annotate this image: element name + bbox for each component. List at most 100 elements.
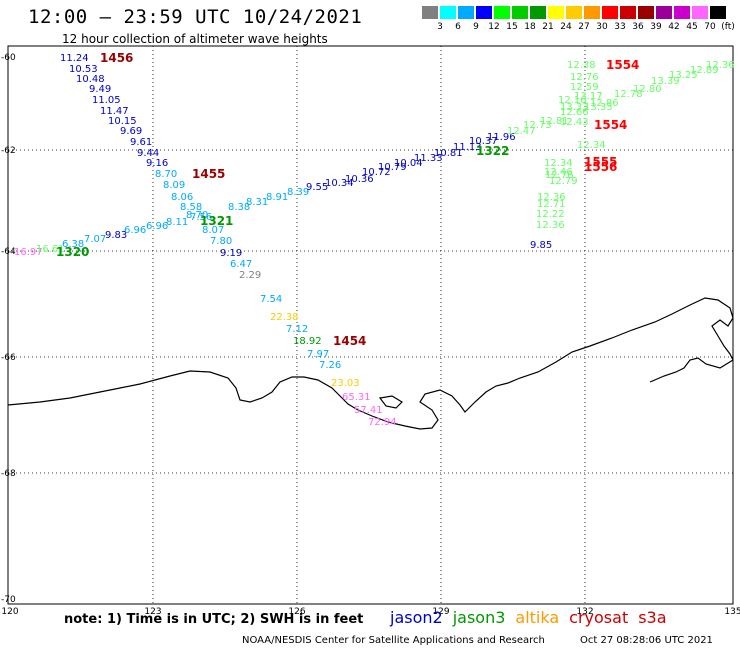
grid-lines	[8, 46, 733, 604]
wave-height-label: 10.15	[108, 116, 137, 127]
generation-date: Oct 27 08:28:06 UTC 2021	[580, 635, 713, 646]
wave-height-label: 12.89	[690, 65, 719, 76]
scale-swatch	[440, 6, 456, 19]
wave-height-label: 12.16	[558, 95, 587, 106]
wave-height-label: 12.76	[570, 72, 599, 83]
wave-height-label: 13.17	[574, 91, 603, 102]
wave-height-label: 12.36	[706, 60, 735, 71]
pass-time-label: 1321	[200, 214, 233, 228]
wave-height-label: 9.44	[137, 148, 159, 159]
wave-height-label: 7.54	[260, 294, 282, 305]
x-tick-label: 120	[1, 607, 18, 617]
wave-height-label: 6.47	[230, 259, 252, 270]
wave-height-label: 12.79	[549, 176, 578, 187]
wave-height-label: 8.11	[166, 217, 188, 228]
pass-time-label: 1456	[100, 51, 133, 65]
wave-height-label: 8.31	[246, 197, 268, 208]
wave-height-label: 12.47	[507, 126, 536, 137]
wave-height-label: 7.97	[307, 349, 329, 360]
wave-height-label: 8.70	[186, 210, 208, 221]
pass-time-label: 1555	[584, 155, 617, 169]
wave-height-label: 12.34	[577, 140, 606, 151]
wave-height-label: 9.49	[89, 84, 111, 95]
scale-swatch	[620, 6, 636, 19]
scale-tick-label: 33	[614, 22, 626, 32]
y-tick-label: -64	[1, 247, 16, 257]
scale-swatch	[692, 6, 708, 19]
scale-tick-label: 6	[455, 22, 461, 32]
wave-height-label: 11.24	[60, 53, 89, 64]
x-axis-ticks: 120 123 126 129 132 135	[1, 607, 740, 617]
wave-height-label: 12.73	[523, 120, 552, 131]
wave-height-label: 11.47	[100, 106, 129, 117]
wave-height-label: 10.48	[76, 74, 105, 85]
satellite-legend: jason2 jason3 altika cryosat s3a	[390, 608, 677, 627]
wave-height-label: 13.33	[560, 102, 589, 113]
pass-time-label: 1554	[594, 118, 627, 132]
scale-swatch	[638, 6, 654, 19]
credit-text: NOAA/NESDIS Center for Satellite Applica…	[242, 635, 545, 646]
wave-height-label: 72.94	[368, 417, 397, 428]
scale-swatch	[530, 6, 546, 19]
wave-height-label: 13.25	[669, 70, 698, 81]
wave-height-label: 18.92	[293, 336, 322, 347]
y-tick-label: -70	[1, 595, 16, 605]
wave-height-label: 12.81	[540, 116, 569, 127]
wave-height-label: 12.66	[560, 107, 589, 118]
scale-swatch	[548, 6, 564, 19]
wave-height-label: 12.36	[536, 220, 565, 231]
wave-height-label: 12.80	[633, 84, 662, 95]
wave-height-label: 9.85	[530, 240, 552, 251]
wave-height-label: 10.81	[434, 148, 463, 159]
wave-height-label: 7.07	[84, 234, 106, 245]
legend-cryosat: cryosat	[569, 608, 629, 627]
scale-tick-label: 9	[473, 22, 479, 32]
wave-height-label: 12.59	[570, 82, 599, 93]
wave-height-label: 12.71	[537, 199, 566, 210]
scale-swatch	[512, 6, 528, 19]
map-frame	[7, 45, 734, 605]
scale-tick-label: 3	[437, 22, 443, 32]
scale-swatch	[602, 6, 618, 19]
legend-s3a: s3a	[638, 608, 667, 627]
wave-height-label: 8.38	[228, 202, 250, 213]
wave-height-label: 9.83	[105, 230, 127, 241]
wave-height-label: 12.34	[544, 158, 573, 169]
x-tick-label: 123	[144, 607, 161, 617]
y-tick-label: -60	[1, 53, 16, 63]
scale-tick-label: 30	[596, 22, 608, 32]
scale-swatch	[656, 6, 672, 19]
wave-height-label: 2.29	[239, 270, 261, 281]
wave-height-label: 7.56	[190, 212, 212, 223]
wave-height-label: 16.97	[14, 247, 43, 258]
wave-height-label: 9.69	[120, 126, 142, 137]
scale-tick-label: 15	[506, 22, 518, 32]
scale-swatch	[584, 6, 600, 19]
scale-unit: (ft)	[721, 22, 735, 32]
wave-height-label: 10.72	[362, 167, 391, 178]
y-tick-label: -62	[1, 146, 16, 156]
legend-jason2: jason2	[390, 608, 443, 627]
pass-time-label: 1455	[192, 167, 225, 181]
wave-height-label: 8.07	[202, 225, 224, 236]
pass-time-label: 1322	[476, 144, 509, 158]
wave-height-label: 13.33	[584, 102, 613, 113]
scale-swatch	[422, 6, 438, 19]
scale-tick-label: 39	[650, 22, 662, 32]
scale-tick-label: 42	[668, 22, 680, 32]
wave-height-label: 8.91	[266, 192, 288, 203]
wave-height-labels: 11.2410.5310.489.4911.0511.4710.159.699.…	[14, 53, 735, 428]
wave-height-label: 9.61	[130, 137, 152, 148]
wave-height-label: 12.78	[614, 89, 643, 100]
wave-height-label: 16.61	[36, 244, 65, 255]
scale-swatch	[710, 6, 726, 19]
scale-tick-label: 12	[488, 22, 500, 32]
wave-height-label: 23.03	[331, 378, 360, 389]
footnote: note: 1) Time is in UTC; 2) SWH is in fe…	[64, 612, 364, 627]
wave-height-label: 7.80	[210, 236, 232, 247]
x-tick-label: 126	[288, 607, 305, 617]
wave-height-label: 22.38	[270, 312, 299, 323]
scale-swatch	[476, 6, 492, 19]
coastline	[7, 297, 734, 430]
